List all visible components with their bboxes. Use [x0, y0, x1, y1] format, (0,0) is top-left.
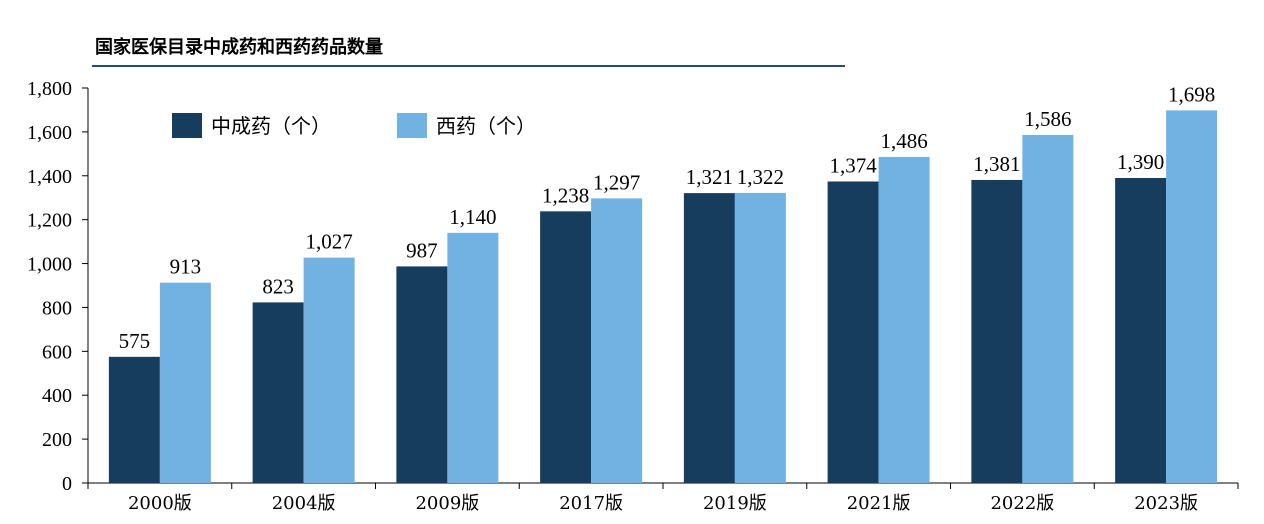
y-tick-label: 1,600 [27, 122, 72, 144]
x-tick-label: 2009版 [415, 493, 479, 514]
data-label: 987 [406, 238, 438, 262]
data-label: 1,238 [542, 183, 589, 207]
data-label: 913 [170, 255, 202, 279]
chart-title: 国家医保目录中成药和西药药品数量 [95, 37, 383, 58]
data-label: 1,140 [449, 205, 496, 229]
bar [591, 198, 643, 483]
bar [683, 193, 735, 483]
bar [159, 282, 211, 483]
y-tick-label: 1,800 [27, 78, 72, 100]
x-tick-label: 2019版 [703, 493, 767, 514]
bar [1115, 177, 1167, 483]
bar [108, 356, 160, 483]
y-tick-label: 1,000 [27, 254, 72, 276]
data-label: 1,486 [881, 129, 928, 153]
bar [540, 211, 592, 484]
data-label: 1,297 [593, 170, 640, 194]
y-tick-label: 600 [42, 341, 72, 363]
x-tick-label: 2023版 [1134, 493, 1198, 514]
bar [734, 192, 786, 483]
y-tick-label: 400 [42, 385, 72, 407]
data-label: 1,381 [973, 152, 1020, 176]
bar [878, 156, 930, 483]
data-label: 1,322 [737, 165, 784, 189]
data-label: 1,321 [686, 165, 733, 189]
data-label: 575 [119, 329, 151, 353]
x-tick-label: 2004版 [272, 493, 336, 514]
bar [1022, 134, 1074, 483]
bar [1166, 110, 1218, 483]
bar [303, 257, 355, 483]
bar [396, 266, 448, 483]
bar [447, 232, 499, 483]
legend-swatch [397, 113, 427, 138]
x-tick-label: 2022版 [990, 493, 1054, 514]
bar [827, 181, 879, 483]
bar [971, 179, 1023, 484]
data-label: 823 [262, 274, 294, 298]
y-tick-label: 1,200 [27, 210, 72, 232]
data-label: 1,698 [1168, 82, 1215, 106]
bar [252, 302, 304, 483]
x-tick-label: 2021版 [847, 493, 911, 514]
legend-label: 西药（个） [436, 114, 536, 138]
data-label: 1,586 [1024, 107, 1071, 131]
data-label: 1,027 [306, 230, 353, 254]
data-label: 1,374 [830, 153, 878, 177]
y-tick-label: 200 [42, 429, 72, 451]
x-tick-label: 2017版 [559, 493, 623, 514]
data-label: 1,390 [1117, 150, 1164, 174]
legend-label: 中成药（个） [211, 114, 331, 138]
x-tick-label: 2000版 [128, 493, 192, 514]
legend-swatch [172, 113, 202, 138]
y-tick-label: 800 [42, 297, 72, 319]
y-tick-label: 1,400 [27, 166, 72, 188]
title-underline [92, 65, 845, 67]
y-tick-label: 0 [62, 473, 72, 495]
